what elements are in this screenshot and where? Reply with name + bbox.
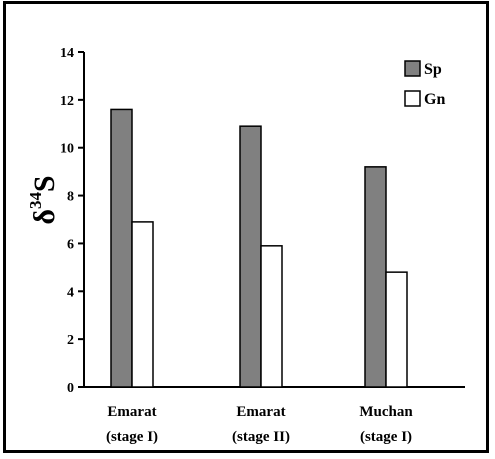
x-category-label-line1: Emarat [107,404,156,420]
bar-sp [110,108,133,388]
bar-gn [260,245,283,388]
y-tick-label: 4 [67,285,74,300]
y-axis-label-element: S [28,175,61,192]
y-axis-label-symbol: δ [28,209,61,225]
legend-swatch-sp [404,60,421,77]
legend-swatch-gn [404,90,421,107]
x-category-label: Emarat (stage II) [232,404,290,445]
y-axis-label: δ34S [26,175,61,224]
bar-sp [364,166,387,388]
x-category-label-line2: (stage I) [106,429,158,445]
y-tick-label: 10 [60,142,74,157]
y-tick-label: 2 [67,333,74,348]
legend: Sp Gn [404,60,445,108]
legend-label-sp: Sp [424,61,442,78]
x-category-label: Emarat (stage I) [106,404,158,445]
y-tick-label: 6 [67,237,74,252]
y-tick-label: 12 [60,94,74,109]
y-tick-label: 8 [67,190,74,205]
x-category-label-line2: (stage I) [360,429,412,445]
y-axis-label-superscript: 34 [26,192,45,210]
x-category-label: Muchan (stage I) [359,404,413,445]
x-category-label-line1: Muchan [359,404,413,420]
x-category-label-line1: Emarat [236,404,285,420]
legend-label-gn: Gn [424,91,445,108]
y-tick-label: 0 [67,381,74,396]
bar-sp [239,125,262,388]
x-axis-labels: Emarat (stage I) Emarat (stage II) Muchan (st… [106,404,413,445]
y-tick-label: 14 [60,46,74,61]
bar-gn [131,221,154,388]
x-category-label-line2: (stage II) [232,429,290,445]
bar-gn [385,271,408,388]
bars [110,108,408,388]
